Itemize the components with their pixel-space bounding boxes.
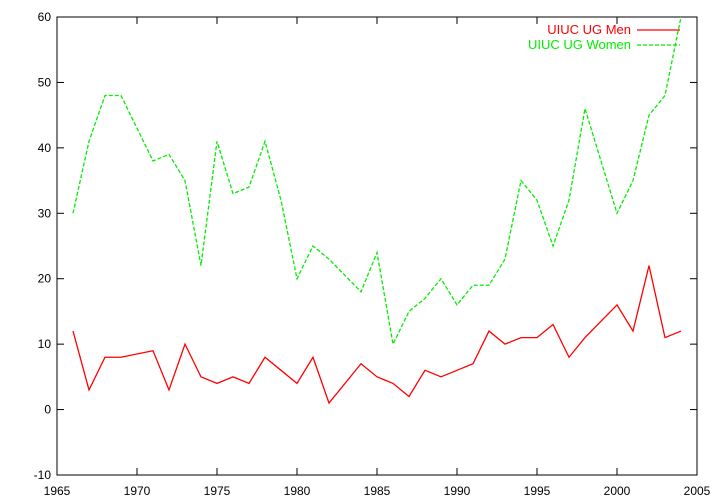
y-tick-label: 50 xyxy=(38,75,52,89)
series-line-women xyxy=(72,16,682,347)
axis-ticks: -10 0 10 20 30 40 50 60 1965 1970 1975 1980 1985 1990… xyxy=(34,10,711,498)
y-tick-label: 40 xyxy=(38,141,52,155)
x-tick-label: 2005 xyxy=(684,484,711,498)
y-tick-label: 0 xyxy=(44,403,51,417)
x-tick-label: 1990 xyxy=(444,484,471,498)
plot-frame xyxy=(56,16,698,476)
y-tick-label: 10 xyxy=(38,337,52,351)
x-tick-label: 1970 xyxy=(124,484,151,498)
x-tick-label: 2000 xyxy=(604,484,631,498)
x-tick-label: 1995 xyxy=(524,484,551,498)
series-line-men xyxy=(72,265,682,405)
x-tick-label: 1985 xyxy=(364,484,391,498)
legend-label-women: UIUC UG Women xyxy=(528,37,631,52)
y-tick-label: 60 xyxy=(38,10,52,24)
y-tick-label: -10 xyxy=(34,468,52,482)
x-tick-label: 1965 xyxy=(44,484,71,498)
series-lines xyxy=(72,16,682,405)
x-tick-label: 1975 xyxy=(204,484,231,498)
y-tick-label: 30 xyxy=(38,206,52,220)
legend-label-men: UIUC UG Men xyxy=(547,22,631,37)
x-tick-label: 1980 xyxy=(284,484,311,498)
y-tick-label: 20 xyxy=(38,272,52,286)
